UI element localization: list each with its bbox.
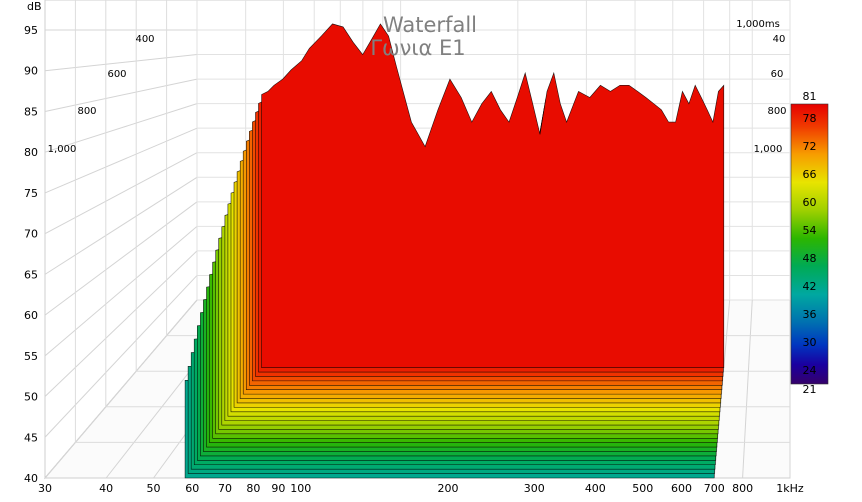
waterfall-surface: [184, 23, 725, 479]
y-unit-label: dB: [27, 0, 42, 13]
x-tick-label: 600: [671, 482, 692, 495]
y-tick-label: 40: [24, 472, 38, 485]
colorbar-label: 48: [803, 252, 817, 265]
colorbar-label: 72: [803, 140, 817, 153]
y-grid-line: [44, 54, 198, 72]
colorbar-label: 30: [803, 336, 817, 349]
colorbar: 81 78 72 66 60 54 48 42 36 30 24 21: [790, 90, 829, 396]
y-tick-label: 95: [24, 24, 38, 37]
x-tick-label: 1kHz: [776, 482, 804, 495]
y-tick-label: 45: [24, 431, 38, 444]
time-unit-label: 1,000ms: [736, 19, 780, 30]
y-tick-label: 60: [24, 309, 38, 322]
time-label-left: 600: [107, 69, 126, 80]
x-tick-label: 40: [99, 482, 113, 495]
colorbar-label: 78: [803, 112, 817, 125]
x-tick-label: 100: [290, 482, 311, 495]
x-tick-label: 800: [732, 482, 753, 495]
colorbar-label: 42: [803, 280, 817, 293]
y-tick-label: 80: [24, 146, 38, 159]
chart-title: Waterfall: [383, 13, 477, 37]
x-tick-label: 700: [704, 482, 725, 495]
y-grid-line: [44, 201, 198, 316]
time-label-left: 400: [135, 34, 154, 45]
y-grid-line: [44, 176, 198, 275]
time-label-right: 60: [771, 69, 784, 80]
x-tick-label: 60: [185, 482, 199, 495]
x-grid-line: [742, 299, 753, 479]
x-tick-label: 200: [438, 482, 459, 495]
y-tick-label: 55: [24, 350, 38, 363]
y-grid-line: [44, 275, 198, 438]
y-grid-line: [44, 127, 198, 194]
time-label-right: 800: [767, 106, 786, 117]
y-grid-line: [44, 78, 198, 112]
waterfall-slice: [261, 23, 725, 368]
y-grid-line: [44, 225, 198, 357]
x-tick-label: 30: [38, 482, 52, 495]
x-tick-label: 80: [246, 482, 260, 495]
y-grid-line: [44, 152, 198, 235]
time-label-right: 40: [773, 34, 786, 45]
y-grid-line: [44, 250, 198, 397]
y-tick-label: 50: [24, 391, 38, 404]
colorbar-label: 60: [803, 196, 817, 209]
y-tick-label: 85: [24, 105, 38, 118]
y-tick-label: 70: [24, 228, 38, 241]
x-tick-label: 50: [147, 482, 161, 495]
chart-subtitle: Γωνια E1: [370, 36, 465, 60]
colorbar-label: 24: [803, 364, 817, 377]
x-grid-line: [44, 299, 198, 479]
colorbar-label: 36: [803, 308, 817, 321]
time-label-right: 1,000: [754, 144, 783, 155]
x-tick-label: 400: [585, 482, 606, 495]
time-label-left: 800: [77, 106, 96, 117]
x-tick-label: 500: [632, 482, 653, 495]
x-tick-label: 70: [218, 482, 232, 495]
colorbar-label: 21: [803, 383, 817, 396]
x-tick-label: 300: [524, 482, 545, 495]
colorbar-label: 81: [803, 90, 817, 103]
y-tick-label: 75: [24, 187, 38, 200]
colorbar-scale: [790, 103, 829, 385]
x-tick-label: 90: [271, 482, 285, 495]
time-label-left: 1,000: [48, 144, 77, 155]
y-grid-line: [44, 103, 198, 153]
y-tick-label: 65: [24, 268, 38, 281]
colorbar-label: 66: [803, 168, 817, 181]
y-tick-label: 90: [24, 65, 38, 78]
colorbar-label: 54: [803, 224, 817, 237]
